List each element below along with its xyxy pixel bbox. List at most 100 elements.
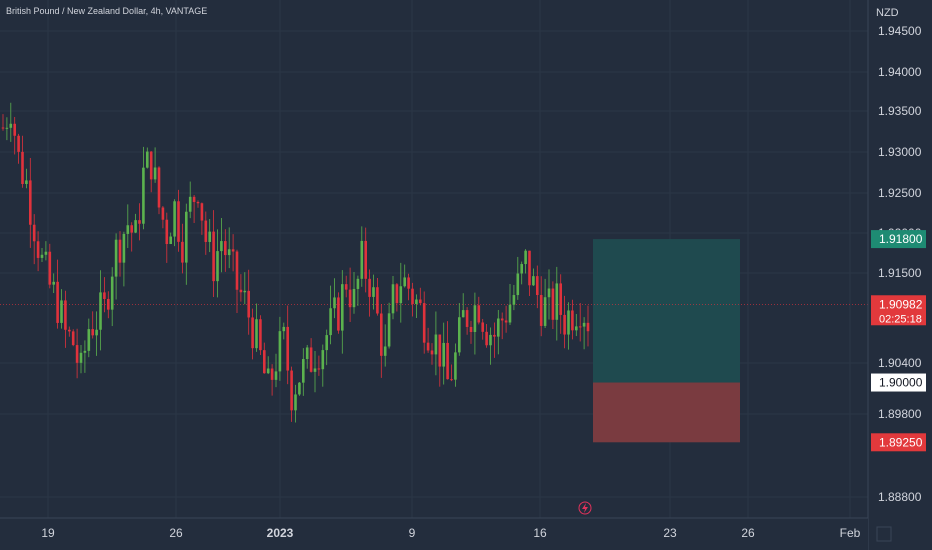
lightning-icon[interactable]	[578, 501, 592, 515]
candle-body	[489, 334, 492, 346]
candle-body	[575, 326, 578, 331]
candle-body	[411, 288, 414, 305]
candle-body	[543, 297, 547, 326]
candle-body	[493, 334, 496, 337]
candle-body	[481, 322, 484, 332]
candle-body	[387, 313, 391, 347]
candle-body	[216, 251, 219, 282]
candle-body	[169, 236, 172, 245]
candle-body	[196, 201, 200, 204]
price-tick-label: 1.94500	[878, 24, 922, 38]
candle-body	[485, 331, 488, 346]
candle-body	[9, 123, 13, 128]
candle-body	[571, 310, 574, 331]
axis-settings-icon[interactable]	[876, 526, 892, 542]
candle-body	[419, 299, 422, 304]
candle-body	[399, 286, 403, 304]
price-tick-label: 1.94000	[878, 65, 922, 79]
candle-body	[586, 322, 590, 332]
countdown-label: 02:25:18	[879, 313, 922, 325]
candle-body	[500, 318, 504, 321]
time-tick-label: 16	[533, 526, 547, 540]
candle-body	[91, 329, 94, 336]
candle-body	[181, 241, 184, 263]
candle-body	[227, 249, 231, 256]
take-profit-badge	[871, 230, 926, 249]
candle-body	[497, 318, 500, 337]
price-tick-label: 1.91500	[878, 266, 922, 280]
candle-body	[368, 278, 371, 297]
time-axis[interactable]: 19 26 2023 9 16 23 26 Feb	[0, 517, 892, 550]
candle-body	[79, 352, 83, 363]
candle-body	[173, 201, 176, 237]
candle-body	[290, 370, 293, 411]
price-axis[interactable]: 1.945001.940001.935001.930001.925001.920…	[867, 0, 932, 550]
profit-zone[interactable]	[593, 239, 740, 383]
last-price-badge	[871, 295, 926, 326]
candle-body	[430, 350, 434, 355]
candle-body	[360, 240, 364, 279]
candle-body	[504, 320, 508, 323]
time-tick-label: 26	[741, 526, 755, 540]
time-tick-label: 26	[169, 526, 183, 540]
candle-body	[274, 371, 278, 380]
candle-body	[325, 335, 328, 351]
candle-body	[36, 241, 40, 258]
candle-body	[204, 220, 208, 242]
candle-body	[75, 345, 79, 363]
price-badges: 1.91800 1.90982 02:25:18 1.90000 1.89250	[871, 230, 926, 452]
candle-body	[508, 304, 512, 323]
candle-body	[224, 241, 227, 256]
take-profit-badge-label: 1.91800	[879, 232, 923, 246]
candle-body	[582, 322, 586, 327]
candle-body	[5, 127, 9, 129]
candle-body	[563, 314, 566, 335]
candle-body	[321, 350, 325, 370]
candle-body	[126, 225, 130, 234]
candle-body	[309, 347, 313, 372]
candle-body	[251, 317, 254, 349]
lightning-bolt	[582, 503, 588, 513]
grid-lines	[0, 0, 868, 518]
position-zones[interactable]	[593, 239, 740, 443]
candle-body	[461, 310, 465, 318]
candle-body	[200, 203, 204, 221]
candle-body	[477, 305, 481, 323]
candle-body	[56, 281, 59, 323]
candle-body	[473, 305, 477, 332]
candle-body	[118, 239, 122, 263]
candle-body	[469, 326, 473, 332]
candle-body	[239, 289, 243, 293]
candle-body	[512, 295, 516, 305]
candle-body	[532, 276, 535, 286]
lightning-ring	[578, 501, 592, 515]
time-tick-label: 2023	[267, 526, 294, 540]
candle-body	[103, 292, 106, 299]
candle-body	[298, 382, 301, 395]
candle-body	[122, 233, 126, 263]
candle-body	[21, 151, 24, 185]
candle-body	[376, 287, 379, 314]
candle-body	[44, 251, 48, 255]
loss-zone[interactable]	[593, 382, 740, 443]
time-tick-label: 9	[409, 526, 416, 540]
candle-body	[247, 290, 250, 318]
candle-body	[235, 251, 239, 290]
candle-body	[407, 277, 410, 289]
candle-body	[567, 310, 570, 335]
entry-badge	[871, 373, 926, 392]
candle-body	[539, 295, 543, 326]
candle-body	[220, 241, 223, 252]
candle-body	[177, 201, 180, 242]
candle-body	[551, 288, 555, 320]
candle-body	[192, 196, 196, 202]
candle-body	[559, 283, 562, 315]
candle-body	[149, 151, 153, 180]
candle-body	[536, 276, 539, 296]
candle-body	[278, 331, 282, 372]
candle-body	[99, 292, 102, 330]
time-axis-bg	[0, 518, 868, 550]
candle-body	[524, 250, 527, 265]
candle-body	[516, 273, 520, 296]
